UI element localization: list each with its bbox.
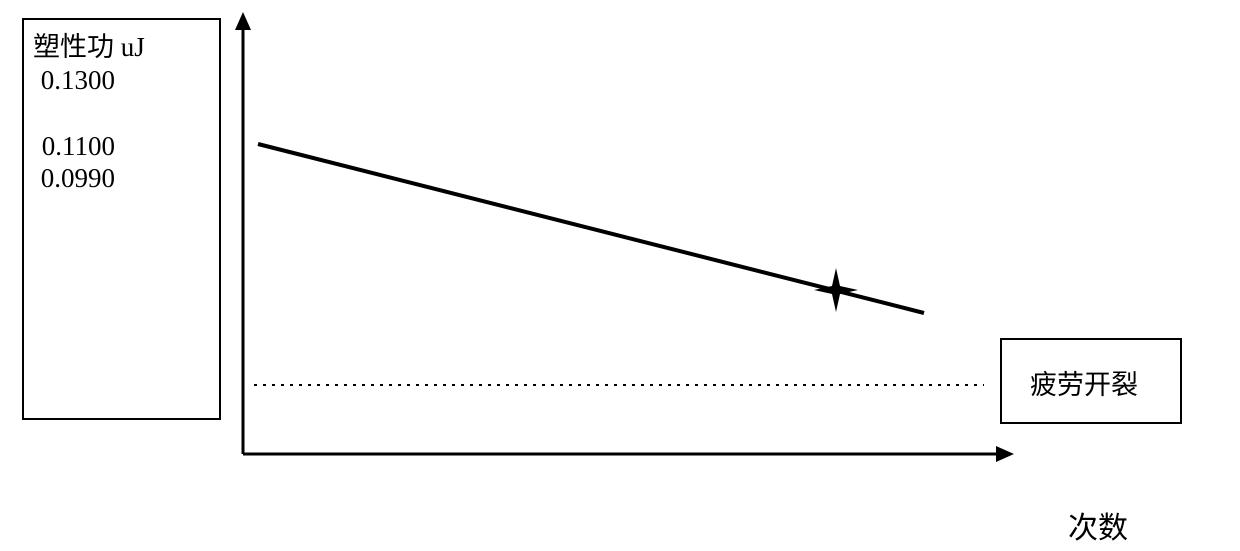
plot-svg <box>0 0 1240 551</box>
data-line <box>258 144 924 313</box>
fatigue-crack-marker-icon <box>814 268 858 312</box>
chart-stage: 塑性功 uJ 0.1300 0.1100 0.0990 疲劳开裂 次数 <box>0 0 1240 551</box>
